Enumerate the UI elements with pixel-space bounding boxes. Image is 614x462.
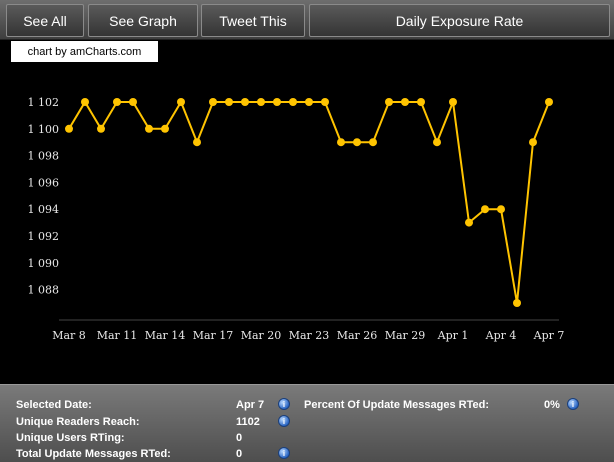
data-point[interactable] [257, 98, 265, 106]
y-tick-label: 1 098 [28, 150, 60, 163]
total-update-value: 0 [236, 448, 243, 460]
data-point[interactable] [321, 98, 329, 106]
x-tick-label: Apr 7 [533, 329, 565, 342]
unique-users-value: 0 [236, 432, 243, 444]
unique-users-label: Unique Users RTing: [16, 432, 125, 444]
total-update-info-icon[interactable]: i [278, 447, 290, 459]
data-point[interactable] [241, 98, 249, 106]
y-tick-label: 1 090 [28, 257, 60, 270]
stats-panel: Selected Date: Apr 7 i Unique Readers Re… [0, 384, 614, 462]
data-point[interactable] [417, 98, 425, 106]
data-point[interactable] [113, 98, 121, 106]
data-point[interactable] [129, 98, 137, 106]
data-point[interactable] [97, 124, 105, 133]
data-point[interactable] [497, 205, 505, 214]
see-all-button[interactable]: See All [6, 4, 84, 37]
x-tick-label: Mar 20 [241, 329, 282, 342]
top-toolbar: See All See Graph Tweet This Daily Expos… [0, 0, 614, 40]
data-point[interactable] [449, 98, 457, 106]
data-point[interactable] [209, 98, 217, 106]
data-point[interactable] [177, 98, 185, 106]
data-point[interactable] [481, 205, 489, 214]
percent-rted-value: 0% [544, 399, 560, 411]
y-tick-label: 1 092 [28, 230, 60, 243]
y-tick-label: 1 100 [28, 123, 60, 136]
selected-date-value: Apr 7 [236, 399, 265, 411]
x-tick-label: Mar 11 [97, 329, 138, 342]
data-point[interactable] [529, 138, 537, 147]
x-tick-label: Mar 23 [289, 329, 330, 342]
chart-area: chart by amCharts.com 1 102 1 100 1 098 1 0… [6, 40, 610, 384]
data-point[interactable] [545, 98, 553, 106]
chart-credit-link[interactable]: chart by amCharts.com [11, 41, 158, 62]
y-tick-label: 1 094 [28, 203, 60, 216]
data-point[interactable] [225, 98, 233, 106]
unique-readers-label: Unique Readers Reach: [16, 416, 140, 428]
x-tick-label: Mar 29 [385, 329, 426, 342]
data-point[interactable] [289, 98, 297, 106]
x-tick-label: Mar 26 [337, 329, 378, 342]
y-tick-label: 1 088 [28, 284, 60, 297]
line-chart: 1 102 1 100 1 098 1 096 1 094 1 092 1 090 1 088… [28, 96, 565, 342]
data-point[interactable] [337, 138, 345, 147]
data-point[interactable] [369, 138, 377, 147]
data-point[interactable] [161, 124, 169, 133]
selected-date-info-icon[interactable]: i [278, 398, 290, 410]
x-tick-label: Apr 1 [437, 329, 469, 342]
data-point[interactable] [465, 218, 473, 227]
data-point[interactable] [273, 98, 281, 106]
data-point[interactable] [401, 98, 409, 106]
data-point[interactable] [81, 98, 89, 106]
x-tick-label: Apr 4 [485, 329, 517, 342]
percent-rted-label: Percent Of Update Messages RTed: [304, 399, 490, 411]
daily-exposure-rate-button[interactable]: Daily Exposure Rate [309, 4, 610, 37]
tweet-this-button[interactable]: Tweet This [201, 4, 305, 37]
unique-readers-info-icon[interactable]: i [278, 415, 290, 427]
x-tick-label: Mar 8 [52, 329, 86, 342]
percent-rted-info-icon[interactable]: i [567, 398, 579, 410]
see-graph-button[interactable]: See Graph [88, 4, 198, 37]
series-line [68, 98, 550, 304]
y-tick-label: 1 096 [28, 176, 60, 189]
data-point[interactable] [385, 98, 393, 106]
unique-readers-value: 1102 [236, 416, 260, 428]
total-update-label: Total Update Messages RTed: [16, 448, 171, 460]
data-point[interactable] [65, 124, 73, 133]
data-point[interactable] [193, 138, 201, 147]
data-point[interactable] [433, 138, 441, 147]
x-tick-label: Mar 14 [145, 329, 186, 342]
x-tick-label: Mar 17 [193, 329, 234, 342]
y-tick-label: 1 102 [28, 96, 60, 109]
data-point[interactable] [513, 299, 521, 307]
data-point[interactable] [145, 124, 153, 133]
data-point[interactable] [305, 98, 313, 106]
selected-date-label: Selected Date: [16, 399, 92, 411]
data-point[interactable] [353, 138, 361, 147]
